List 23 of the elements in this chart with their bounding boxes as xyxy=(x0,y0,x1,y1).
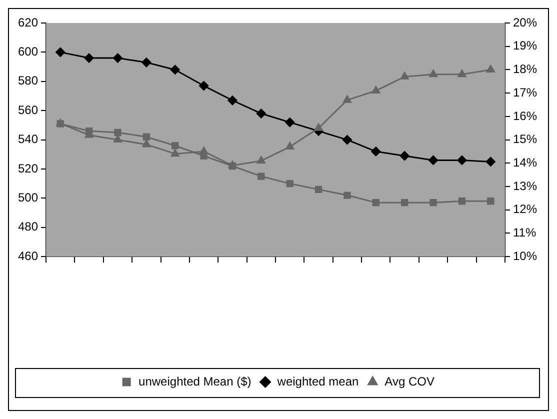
y2-tick-label: 20% xyxy=(512,15,538,30)
y2-tick-label: 15% xyxy=(512,132,538,146)
y-tick-label: 600 xyxy=(18,44,38,59)
y2-tick-label: 17% xyxy=(512,85,538,100)
y-tick-label: 580 xyxy=(18,74,38,88)
y2-tick-label: 18% xyxy=(512,62,538,76)
legend-label: weighted mean xyxy=(276,374,359,388)
y2-tick-label: 14% xyxy=(512,155,538,170)
y-tick-label: 520 xyxy=(18,161,38,176)
y-tick-label: 540 xyxy=(18,132,38,146)
y2-tick-label: 19% xyxy=(512,38,538,53)
y-tick-label: 560 xyxy=(18,102,38,117)
legend-label: Avg COV xyxy=(384,374,434,388)
y2-tick-label: 11% xyxy=(512,226,536,240)
y-tick-label: 620 xyxy=(18,15,38,30)
legend-label: unweighted Mean ($) xyxy=(138,374,252,388)
y-tick-label: 460 xyxy=(18,248,38,263)
y2-tick-label: 13% xyxy=(512,178,538,193)
y-tick-label: 500 xyxy=(18,190,38,205)
y2-tick-label: 12% xyxy=(512,202,538,216)
y2-tick-label: 16% xyxy=(512,108,538,123)
y2-tick-label: 10% xyxy=(512,248,538,263)
y-tick-label: 480 xyxy=(18,220,38,234)
